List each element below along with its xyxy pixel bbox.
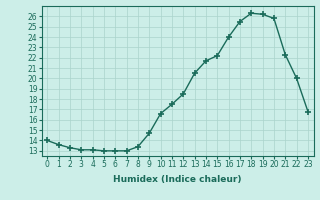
X-axis label: Humidex (Indice chaleur): Humidex (Indice chaleur) xyxy=(113,175,242,184)
